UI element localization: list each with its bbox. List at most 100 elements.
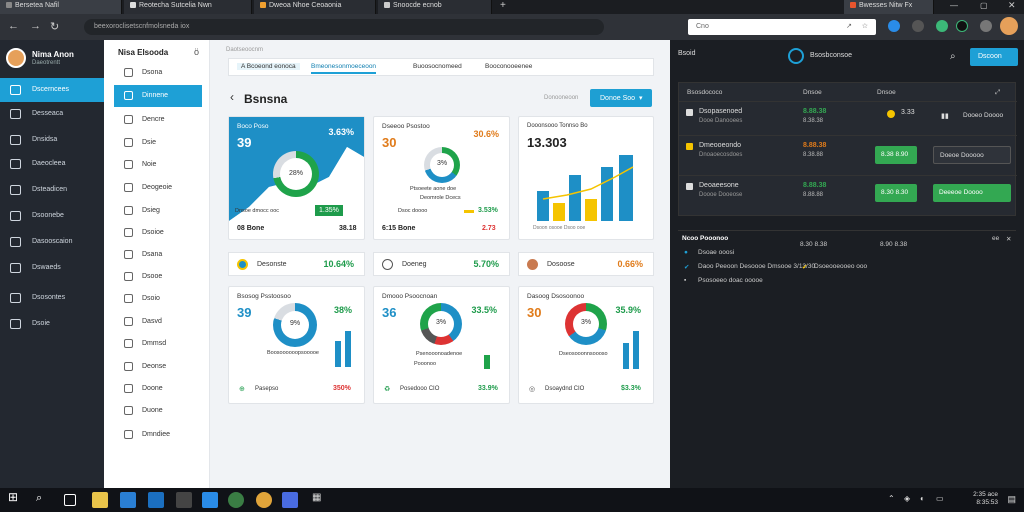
search-icon[interactable]: ⌕ (950, 51, 956, 62)
subnav-toggle-icon[interactable]: ö (193, 47, 199, 57)
alert-item[interactable]: Daoo Peeoon Desoooe Dmsooe 3/13/30 (698, 263, 816, 270)
subnav-item[interactable]: Deogeoie (114, 177, 202, 199)
task-view-icon[interactable] (64, 494, 76, 506)
sidebar-item[interactable]: Dsoonebe (0, 204, 104, 228)
browser-tab[interactable]: Bwesses Nitw Fx (844, 0, 934, 14)
subnav-item[interactable]: Noie (114, 154, 202, 176)
subnav-item[interactable]: Dsie (114, 132, 202, 154)
table-row[interactable]: Dsopasenoed Dooe Danooees 8.88.38 8.38.3… (679, 101, 1017, 135)
subnav-item[interactable]: Doone (114, 378, 202, 400)
stat-card[interactable]: Dseeoo Psostoo 30 30.6% 3% Ptsoeete aone… (373, 116, 510, 240)
metric-strip[interactable]: Dosoose 0.66% (518, 252, 654, 276)
notification-icon[interactable]: ▤ (1007, 494, 1016, 504)
mail-icon[interactable] (120, 492, 136, 508)
content-tab[interactable]: Bmeonesonmoeceoon (311, 63, 377, 74)
file-explorer-icon[interactable] (92, 492, 108, 508)
search-icon[interactable]: ⌕ (36, 492, 43, 504)
reload-icon[interactable]: ↻ (50, 21, 60, 33)
subnav-item[interactable]: Dsana (114, 244, 202, 266)
extension-icon[interactable] (936, 20, 948, 32)
primary-action-button[interactable]: Donoe Soo ▾ (590, 89, 652, 107)
close-icon[interactable]: ✕ (1006, 236, 1012, 243)
stat-card[interactable]: Dooonsooo Tonnso Bo 13.303 Dsoon osooe D… (518, 116, 654, 240)
subnav-item[interactable]: Dencre (114, 109, 202, 131)
star-icon[interactable]: ☆ (861, 23, 868, 30)
sidebar-item[interactable]: Desseaca (0, 102, 104, 126)
extension-icon[interactable] (980, 20, 992, 32)
window-maximize-icon[interactable]: ▢ (980, 1, 988, 10)
content-tab[interactable]: Booconooeenee (485, 63, 532, 70)
chrome-icon[interactable] (256, 492, 272, 508)
app-icon[interactable] (202, 492, 218, 508)
row-action[interactable]: Dooeo Doooo (963, 112, 1004, 119)
sidebar-item[interactable]: Dnsidsa (0, 128, 104, 152)
section-control[interactable]: ee (992, 235, 1000, 242)
table-row[interactable]: Deoaeesone Doooe Dooeose 8.88.38 8.88.88… (679, 175, 1017, 215)
tray-chevron-icon[interactable]: ⌃ (888, 494, 895, 503)
windows-start-icon[interactable]: ⊞ (8, 490, 19, 504)
panel-action-button[interactable]: Dscoon (970, 48, 1018, 66)
subnav-item[interactable]: Dsooe (114, 266, 202, 288)
extension-icon[interactable] (912, 20, 924, 32)
confirm-button[interactable]: Deeeoe Doooo (933, 184, 1011, 202)
subnav-item[interactable]: Dasvd (114, 311, 202, 333)
sidebar-item[interactable]: Daeocleea (0, 152, 104, 176)
sidebar-item[interactable]: Dswaeds (0, 256, 104, 280)
calculator-icon[interactable]: ▦ (312, 492, 322, 503)
alert-item[interactable]: Dsoae ooosi (698, 249, 735, 256)
metric-strip[interactable]: Desonste 10.64% (228, 252, 365, 276)
sidebar-item[interactable]: Dsoie (0, 312, 104, 336)
subnav-item[interactable]: Dmndiee (114, 424, 202, 446)
sidebar-item[interactable]: Dsteadicen (0, 178, 104, 202)
alert-item[interactable]: Dsoeooeooeo ooo (814, 263, 868, 270)
subnav-item[interactable]: Dsona (114, 62, 202, 84)
app-icon[interactable] (228, 492, 244, 508)
content-tab[interactable]: A Bcoeond eonoca (237, 63, 300, 70)
stat-card[interactable]: Bsosog Psstoosoo 39 38% 9% Boosoooooopso… (228, 286, 365, 404)
sidebar-item[interactable]: Dsosontes (0, 286, 104, 310)
subnav-item[interactable]: Deonse (114, 356, 202, 378)
browser-search-field[interactable]: Cno ↗ ☆ (688, 19, 876, 35)
buy-button[interactable]: 8.30 8.30 (875, 184, 917, 202)
network-icon[interactable]: ◈ (904, 494, 911, 503)
expand-icon[interactable]: ⤢ (995, 89, 1001, 96)
forward-arrow-icon[interactable]: → (30, 20, 41, 32)
content-tab[interactable]: Buoosocnomeed (413, 63, 462, 70)
alert-item[interactable]: Psosoeeo doac ooooe (698, 277, 763, 284)
browser-tab[interactable]: Bersetea Nafil (0, 0, 122, 14)
system-clock[interactable]: 2:35 ace 8:35:53 (973, 491, 998, 507)
battery-icon[interactable]: ▭ (936, 494, 944, 503)
browser-tab[interactable]: Dweoa Nhoe Ceoaonia (254, 0, 376, 14)
subnav-item[interactable]: Dinnene (114, 85, 202, 107)
stat-card[interactable]: Boco Poso 39 3.63% 28% Dnsoe dmocc ooc 1… (228, 116, 365, 240)
volume-icon[interactable]: ◐ (920, 494, 925, 503)
back-arrow-icon[interactable]: ← (8, 20, 19, 32)
new-tab-plus-icon[interactable]: + (500, 0, 506, 11)
url-field[interactable]: beexoroclisetscnfmolsneda iox (84, 19, 604, 35)
user-avatar-icon[interactable] (1000, 17, 1018, 35)
stat-card[interactable]: Dasoog Dsosoonoo 30 35.9% 3% Dseosooonns… (518, 286, 654, 404)
window-close-icon[interactable]: ✕ (1008, 0, 1016, 10)
table-row[interactable]: Dmeooeondo Dnoaoecosdoes 8.88.38 8.38.88… (679, 135, 1017, 175)
profile-icon[interactable] (956, 20, 968, 32)
subnav-item[interactable]: Dsieg (114, 200, 202, 222)
sidebar-item[interactable]: Dscerncees (0, 78, 104, 102)
subnav-item[interactable]: Dmmsd (114, 333, 202, 355)
app-icon[interactable] (176, 492, 192, 508)
store-icon[interactable] (148, 492, 164, 508)
window-minimize-icon[interactable]: — (950, 1, 958, 10)
extension-icon[interactable] (888, 20, 900, 32)
metric-strip[interactable]: Doeneg 5.70% (373, 252, 510, 276)
share-icon[interactable]: ↗ (846, 23, 852, 30)
stat-card[interactable]: Dmooo Psoocnoan 36 33.5% 3% Psenooonoade… (373, 286, 510, 404)
back-chevron-icon[interactable]: ‹ (230, 90, 234, 104)
subnav-item[interactable]: Dsoioe (114, 222, 202, 244)
details-button[interactable]: Doeoe Dooooo (933, 146, 1011, 164)
sidebar-item[interactable]: Dasooscaion (0, 230, 104, 254)
subnav-item[interactable]: Dsoio (114, 288, 202, 310)
app-icon[interactable] (282, 492, 298, 508)
buy-button[interactable]: 8.38 8.90 (875, 146, 917, 164)
browser-tab[interactable]: Reotecha Sutcelia Nwn (124, 0, 252, 14)
subnav-item[interactable]: Duone (114, 400, 202, 422)
browser-tab[interactable]: Snoocde ecnob (378, 0, 492, 14)
